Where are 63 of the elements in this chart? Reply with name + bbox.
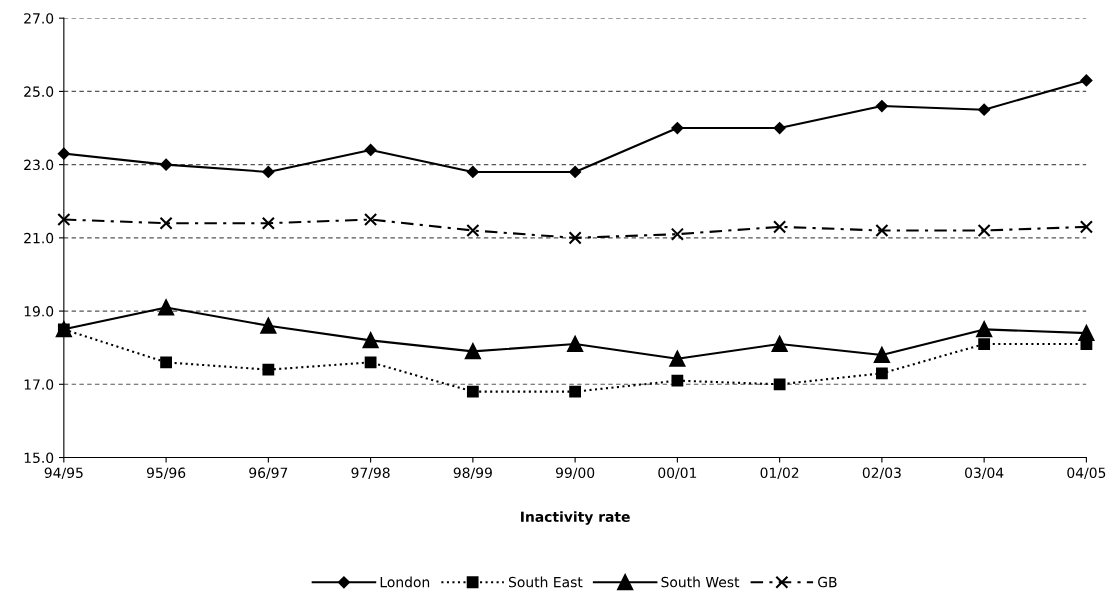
point	[262, 166, 275, 178]
x-tick-label: 98/99	[453, 467, 492, 480]
point	[261, 216, 275, 230]
point	[977, 223, 991, 238]
point	[978, 338, 991, 350]
point	[567, 336, 584, 353]
point	[160, 158, 173, 171]
point	[569, 385, 582, 398]
point	[875, 100, 888, 112]
point	[978, 103, 991, 116]
y-tick-label: 25.0	[24, 86, 54, 97]
point	[669, 350, 686, 367]
x-tick-label: 99/00	[555, 467, 595, 480]
point	[159, 216, 173, 230]
point	[260, 317, 277, 334]
y-tick-label: 17.0	[24, 379, 54, 390]
point	[568, 231, 582, 245]
point	[671, 122, 684, 134]
point	[771, 336, 788, 353]
y-tick-label: 23.0	[24, 159, 54, 171]
point	[875, 223, 889, 238]
y-tick-label: 21.0	[24, 232, 54, 244]
point	[976, 321, 993, 338]
point	[1079, 220, 1093, 234]
point	[1080, 74, 1093, 87]
x-axis-title: Inactivity rate	[521, 511, 630, 525]
y-tick-label: 15.0	[24, 452, 54, 463]
point	[466, 385, 479, 398]
point	[875, 367, 888, 380]
x-tick-label: 94/95	[44, 467, 83, 480]
y-tick-label: 27.0	[24, 13, 54, 24]
legend-label: GB	[818, 576, 837, 588]
point	[364, 212, 378, 227]
x-tick-label: 03/04	[965, 467, 1004, 480]
x-tick-label: 02/03	[862, 467, 901, 480]
x-tick-label: 97/98	[351, 467, 390, 480]
point	[466, 223, 480, 238]
legend-label: South East	[508, 576, 583, 588]
x-tick-label: 01/02	[760, 467, 799, 480]
y-tick-label: 19.0	[24, 306, 54, 317]
point	[364, 144, 377, 156]
legend-label: South West	[661, 576, 740, 588]
point	[773, 122, 786, 134]
x-tick-label: 96/97	[249, 467, 288, 480]
point	[464, 343, 481, 360]
point	[671, 374, 684, 387]
point	[160, 356, 172, 369]
point	[569, 166, 582, 178]
legend-label: London	[380, 576, 430, 588]
point	[158, 299, 175, 316]
point	[773, 220, 787, 234]
point	[262, 363, 275, 376]
x-tick-label: 00/01	[658, 467, 697, 480]
x-tick-label: 95/96	[146, 467, 186, 480]
point	[57, 212, 71, 227]
point	[364, 356, 377, 369]
point	[466, 166, 479, 178]
point	[57, 147, 70, 160]
point	[670, 227, 684, 241]
x-tick-label: 04/05	[1067, 467, 1106, 480]
point	[873, 347, 890, 363]
point	[773, 378, 786, 391]
point	[362, 332, 379, 349]
